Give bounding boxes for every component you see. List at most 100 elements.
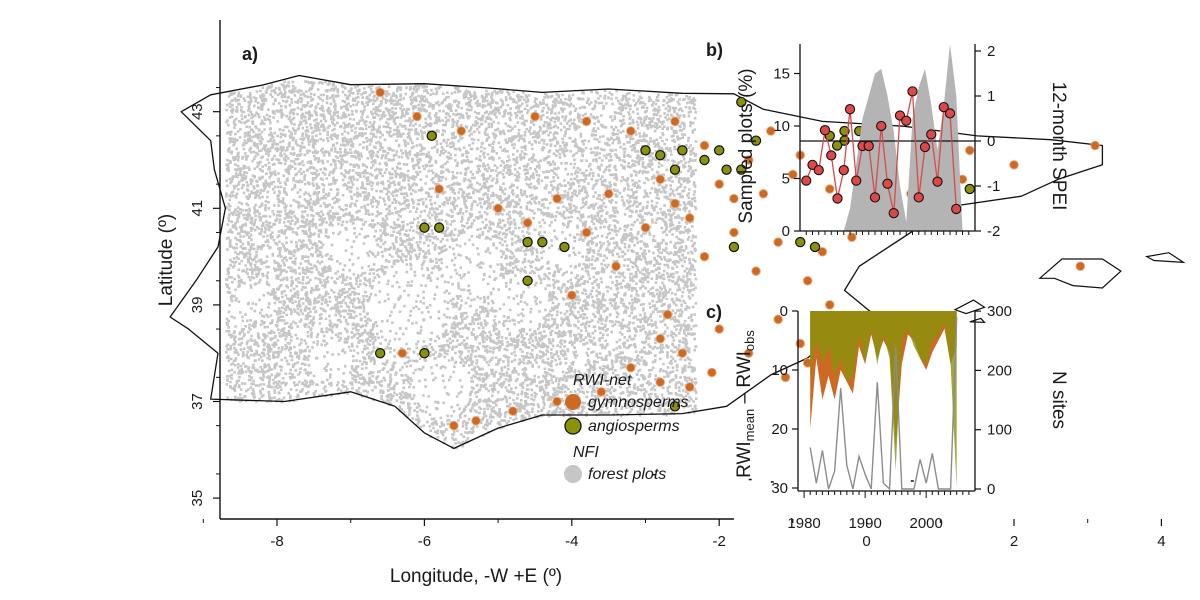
sampled-plots-point — [926, 129, 937, 140]
gymnosperm-site — [626, 362, 636, 373]
panel-c-y2-axis-title: N sites — [1048, 371, 1069, 429]
n-sites-line — [809, 316, 958, 491]
sampled-plots-point — [913, 192, 924, 203]
panel-c-label: c) — [706, 302, 722, 322]
gymnosperm-site — [471, 416, 481, 426]
gymnosperm-site — [802, 276, 813, 286]
iberian-peninsula-coastline — [169, 74, 1104, 450]
gymnosperm-site — [684, 213, 695, 223]
panel-b-y-tick-label: 15 — [773, 66, 790, 83]
sampled-plots-point — [932, 176, 943, 187]
gymnosperm-site — [714, 324, 724, 334]
gymnosperm-site — [456, 126, 467, 136]
map-axes: -8 -6 -4 -2 0 2 4 35 37 39 41 43 — [189, 20, 1166, 550]
gymnosperm-site — [530, 111, 540, 122]
map-x-tick-label: 4 — [1157, 533, 1165, 550]
angiosperm-site — [669, 401, 681, 412]
map-x-tick-label: 0 — [862, 533, 870, 550]
gymnosperm-site — [581, 227, 592, 238]
angiosperm-site — [522, 275, 533, 286]
panel-b-y-tick-label: 0 — [782, 223, 790, 240]
map-y-tick-label: 41 — [189, 200, 206, 217]
sampled-plots-point — [869, 192, 881, 203]
gymnosperm-site — [1090, 140, 1100, 151]
gymnosperm-site — [751, 266, 761, 276]
panel-b-y2-tick-label: 0 — [987, 133, 995, 150]
rwi-difference-areas — [810, 311, 957, 488]
gymnosperm-site — [655, 174, 665, 185]
panel-b-y-tick-label: 10 — [773, 118, 790, 135]
angiosperm-site — [736, 96, 747, 108]
panel-a-label: a) — [242, 44, 258, 64]
gymnosperm-site — [670, 198, 680, 209]
gymnosperm-site — [493, 203, 503, 214]
angiosperm-site — [640, 145, 651, 156]
panel-b-y-tick-label: 5 — [782, 171, 790, 188]
panel-b-y2-tick-label: -1 — [987, 178, 1000, 195]
sampled-plots-point — [813, 164, 824, 176]
angiosperm-site — [728, 241, 740, 253]
panel-c-x-tick-label: 1990 — [848, 515, 881, 532]
gymnosperm-site — [662, 309, 673, 320]
gymnosperm-site — [699, 140, 710, 151]
legend-gymnosperms: gymnosperms — [588, 394, 688, 411]
legend-header-rwi-net: RWI-net — [573, 372, 632, 389]
gymnosperm-site — [847, 232, 857, 243]
panel-c-x-tick-label: 2000 — [909, 515, 942, 532]
gymnosperm-site — [640, 222, 651, 233]
angiosperm-site — [559, 241, 570, 253]
sampled-plots-point — [907, 86, 918, 97]
map-y-tick-label: 35 — [189, 490, 206, 507]
map-x-tick-label: -6 — [418, 533, 431, 550]
gymnosperm-site — [766, 126, 776, 136]
angiosperm-site — [419, 222, 430, 233]
gymnosperm-site — [773, 237, 783, 247]
islet-mark — [910, 480, 914, 482]
menorca-coastline — [1144, 252, 1186, 264]
angiosperm-site — [374, 348, 386, 359]
angiosperm-site — [419, 348, 430, 359]
map-x-tick-label: 2 — [1010, 533, 1018, 550]
panel-a-map: -8 -6 -4 -2 0 2 4 35 37 39 41 43 a) Longitude, -W +… — [156, 20, 1186, 587]
map-x-tick-label: -8 — [270, 533, 283, 550]
sampled-plots-point — [901, 115, 912, 126]
panel-b-axes: 0 5 10 15 -2 -1 0 1 2 — [773, 43, 1000, 240]
map-x-tick-label: -4 — [565, 533, 578, 550]
map-y-tick-label: 39 — [189, 297, 206, 314]
n-sites-series — [809, 316, 958, 491]
angiosperm-site — [426, 130, 437, 142]
gymnosperm-site — [655, 333, 665, 344]
map-y-tick-label: 43 — [189, 103, 206, 120]
gymnosperm-site — [825, 300, 835, 310]
panel-c-y-tick-label: 20 — [771, 421, 788, 438]
gymnosperm-site — [677, 348, 688, 358]
gymnosperm-site — [743, 155, 754, 165]
panel-b-chart: 0 5 10 15 -2 -1 0 1 2 b) Sampled plots (%) 12-mo… — [706, 40, 1069, 240]
gymnosperm-site — [434, 184, 444, 194]
sampled-plots-point — [851, 175, 862, 186]
sampled-plots-point — [844, 104, 856, 115]
legend-nfi-marker — [564, 465, 582, 483]
angiosperm-site — [736, 164, 747, 175]
sampled-plots-point — [938, 101, 949, 113]
gymnosperm-site — [780, 372, 791, 383]
gymnosperm-site — [567, 290, 577, 300]
spei-area — [806, 44, 963, 231]
gymnosperm-site — [552, 396, 562, 407]
panel-b-label: b) — [706, 40, 723, 60]
panel-c-y2-tick-label: 200 — [987, 362, 1012, 379]
legend-forest-plots: forest plots — [588, 466, 666, 483]
sampled-plots-point — [838, 164, 849, 176]
angiosperm-site — [677, 145, 688, 156]
islet-mark — [748, 478, 752, 481]
angiosperm-site — [669, 164, 681, 175]
gymnosperm-site — [508, 406, 518, 416]
sampled-plots-point — [882, 178, 893, 189]
panel-b-y2-tick-label: 1 — [987, 88, 995, 105]
legend-angiosperm-marker — [564, 417, 582, 435]
gymnosperm-site — [795, 338, 806, 349]
sampled-plots-point — [944, 108, 956, 119]
gymnosperm-site — [714, 179, 724, 189]
gymnosperm-site — [758, 189, 769, 199]
angiosperm-site — [522, 236, 533, 248]
